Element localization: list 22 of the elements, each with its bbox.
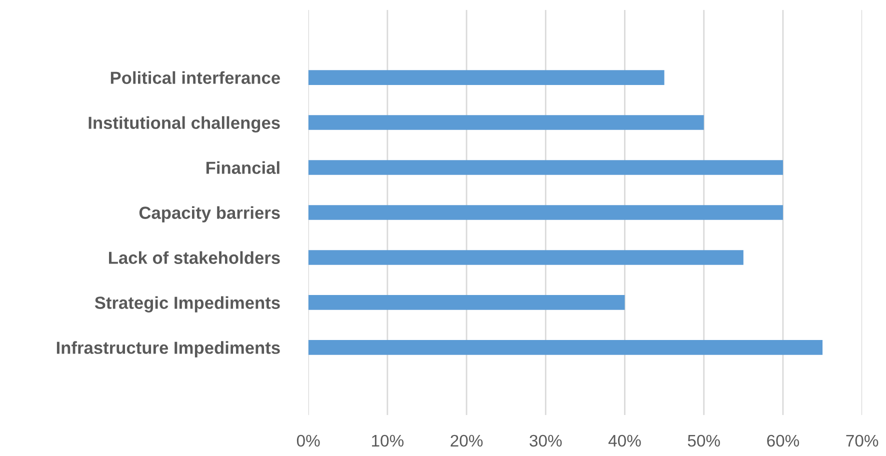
x-tick-label: 70% [846, 434, 878, 447]
y-tick-label: Capacity barriers [139, 206, 280, 222]
x-tick-label: 40% [608, 434, 641, 447]
x-tick-label: 50% [688, 434, 720, 447]
y-tick-label: Financial [206, 161, 280, 174]
y-tick-label: Strategic Impediments [94, 296, 280, 312]
y-tick-label: Institutional challenges [88, 116, 280, 132]
x-tick-label: 10% [372, 434, 404, 447]
x-tick-label: 20% [450, 434, 483, 447]
x-tick-label: 60% [767, 434, 800, 447]
bar [308, 205, 783, 220]
x-tick-label: 0% [296, 434, 320, 447]
y-tick-label: Political interferance [110, 71, 280, 84]
x-tick-label: 30% [530, 434, 562, 447]
bar [308, 70, 664, 85]
bar [308, 340, 823, 355]
y-tick-label: Infrastructure Impediments [56, 341, 280, 358]
bar [308, 160, 783, 175]
bar [308, 295, 625, 310]
bar [308, 250, 744, 265]
y-tick-label: Lack of stakeholders [109, 251, 280, 264]
bar [308, 115, 704, 130]
